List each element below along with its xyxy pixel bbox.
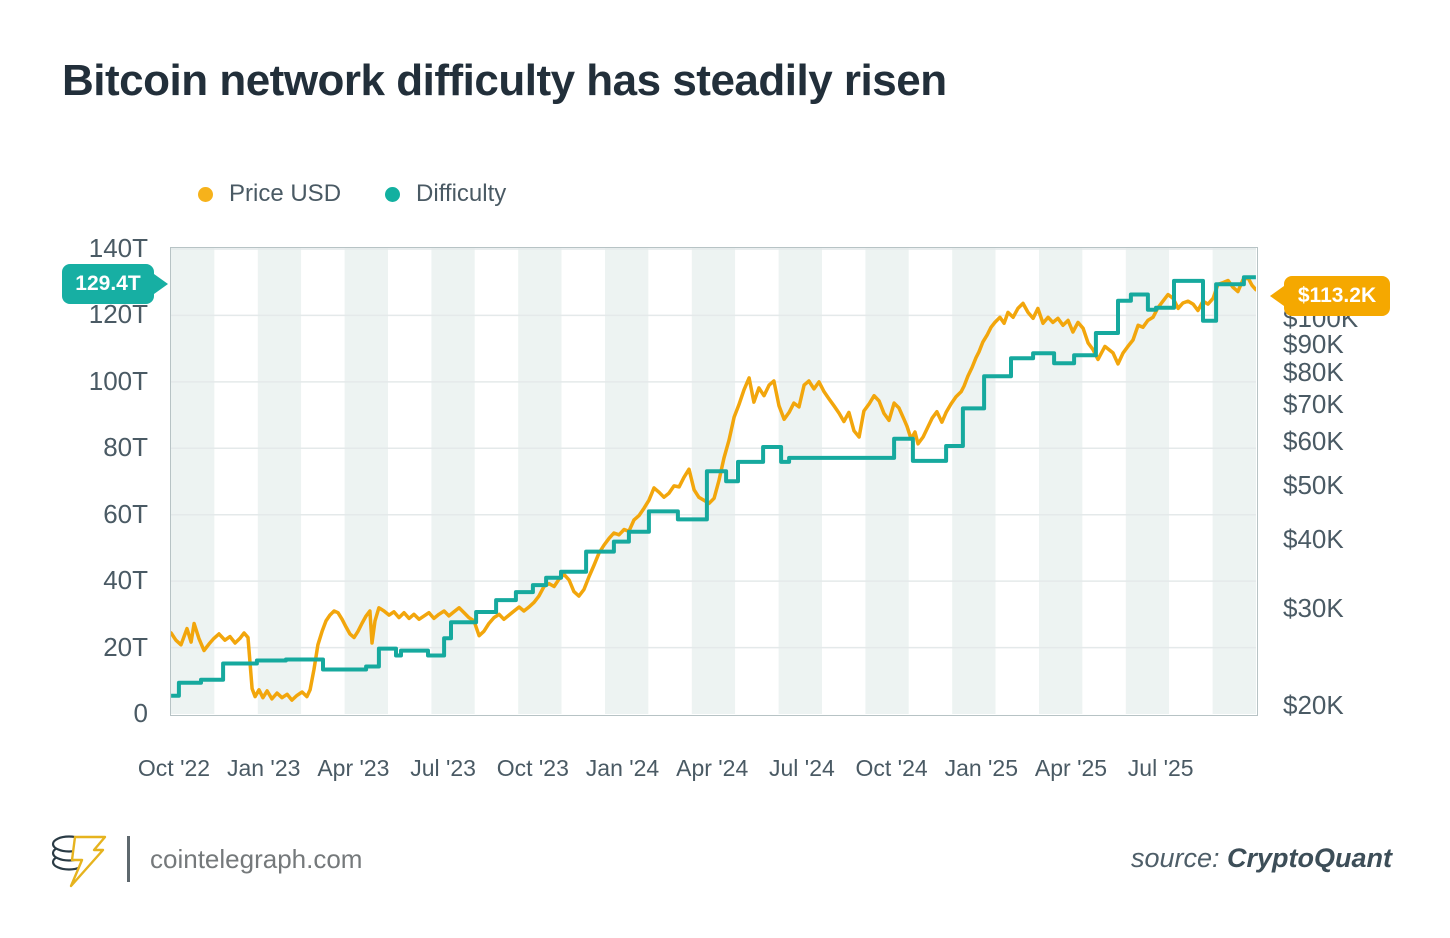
- y-left-tick-label: 0: [133, 698, 148, 728]
- legend-label-price: Price USD: [229, 180, 342, 207]
- background-stripe: [908, 248, 953, 714]
- background-stripe: [388, 248, 432, 714]
- x-tick-label: Jul '25: [1127, 755, 1194, 781]
- legend-item-difficulty: Difficulty: [385, 180, 506, 208]
- price-value-text: $113.2K: [1297, 284, 1377, 307]
- chart-canvas: [171, 248, 1256, 714]
- y-right-tick-label: $80K: [1283, 357, 1344, 388]
- legend-label-difficulty: Difficulty: [416, 180, 507, 207]
- difficulty-value-text: 129.4T: [75, 272, 141, 295]
- x-tick-label: Jan '24: [585, 755, 660, 781]
- y-left-tick-label: 20T: [103, 631, 148, 662]
- y-left-tick-label: 40T: [103, 565, 148, 596]
- x-tick-label: Jul '23: [410, 755, 476, 781]
- background-stripe: [1169, 248, 1213, 714]
- background-stripe: [1125, 248, 1170, 714]
- cointelegraph-logo-icon: [51, 835, 107, 888]
- x-tick-label: Oct '24: [855, 755, 928, 781]
- source-prefix: source:: [1130, 843, 1220, 873]
- difficulty-value-badge: 129.4T: [62, 264, 168, 304]
- background-stripe: [1212, 248, 1256, 714]
- y-right-tick-label: $70K: [1283, 389, 1344, 420]
- difficulty-dot-icon: [385, 186, 401, 202]
- x-tick-label: Apr '25: [1034, 755, 1108, 781]
- x-tick-label: Apr '23: [317, 755, 390, 781]
- background-stripe: [865, 248, 909, 714]
- background-stripe: [518, 248, 562, 714]
- y-left-tick-label: 60T: [103, 498, 148, 529]
- y-left-tick-label: 80T: [103, 432, 148, 463]
- y-right-tick-label: $60K: [1283, 426, 1344, 457]
- background-stripe: [474, 248, 519, 714]
- y-left-tick-label: 120T: [88, 299, 148, 330]
- footer-divider: [127, 836, 130, 882]
- x-tick-label: Jan '25: [944, 755, 1019, 781]
- difficulty-line: [171, 275, 1256, 698]
- background-stripe: [995, 248, 1039, 714]
- price-dot-icon: [198, 186, 213, 202]
- footer-site-url: cointelegraph.com: [150, 844, 363, 874]
- y-right-tick-label: $30K: [1283, 592, 1344, 623]
- difficulty-badge-arrow-icon: [154, 274, 168, 294]
- background-stripe: [605, 248, 649, 714]
- x-tick-label: Jan '23: [226, 755, 301, 781]
- background-stripe: [344, 248, 388, 714]
- page-title: Bitcoin network difficulty has steadily …: [62, 56, 947, 105]
- background-stripe: [301, 248, 345, 714]
- chart-legend: Price USD Difficulty: [198, 180, 506, 208]
- price-value-badge: $113.2K: [1270, 276, 1390, 316]
- x-tick-label: Jul '24: [769, 755, 835, 781]
- legend-item-price: Price USD: [198, 180, 341, 208]
- background-stripe: [735, 248, 779, 714]
- y-right-tick-label: $50K: [1283, 469, 1344, 500]
- x-tick-label: Oct '23: [496, 755, 569, 781]
- x-tick-label: Apr '24: [676, 755, 749, 781]
- y-left-tick-label: 140T: [88, 233, 148, 263]
- background-stripe: [431, 248, 475, 714]
- x-tick-label: Oct '22: [137, 755, 211, 781]
- background-stripe: [648, 248, 692, 714]
- y-right-tick-label: $40K: [1283, 523, 1344, 554]
- price-badge-arrow-icon: [1270, 286, 1284, 306]
- background-stripe: [778, 248, 822, 714]
- chart-plot-area: [170, 247, 1258, 716]
- y-right-tick-label: $90K: [1283, 328, 1344, 359]
- source-name: CryptoQuant: [1227, 843, 1392, 873]
- background-stripe: [561, 248, 605, 714]
- background-stripe: [952, 248, 996, 714]
- y-left-tick-label: 100T: [88, 365, 148, 396]
- background-stripe: [257, 248, 302, 714]
- source-credit: source: CryptoQuant: [1131, 843, 1392, 874]
- y-right-tick-label: $20K: [1283, 690, 1344, 720]
- background-stripe: [822, 248, 866, 714]
